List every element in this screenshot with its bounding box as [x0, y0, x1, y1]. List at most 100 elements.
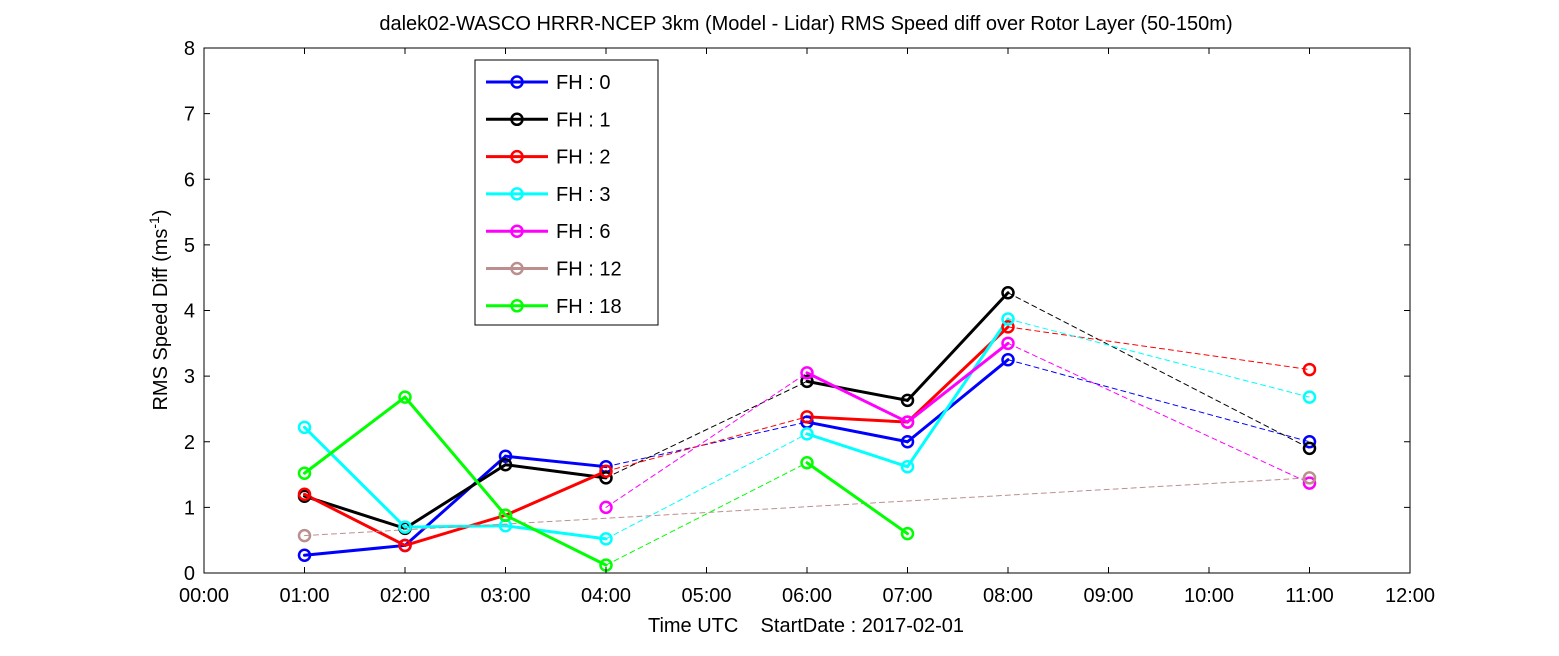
data-point-fh-0 [1302, 435, 1317, 449]
legend-label-fh-1: FH : 1 [556, 109, 610, 131]
x-tick-label: 11:00 [1285, 585, 1334, 607]
x-tick-label: 06:00 [782, 585, 832, 607]
series-line-segment-fh-1 [605, 380, 808, 479]
series-line-segment-fh-1 [403, 463, 507, 530]
data-point-fh-18 [297, 466, 312, 480]
data-point-fh-3 [398, 520, 412, 534]
data-point-fh-3 [1001, 312, 1015, 326]
data-point-fh-3 [599, 532, 613, 546]
series-line-segment-fh-2 [403, 513, 507, 547]
data-point-fh-2 [1302, 362, 1317, 377]
data-point-fh-1 [1001, 286, 1015, 300]
data-point-fh-0 [498, 449, 513, 463]
data-point-fh-3 [1302, 390, 1317, 404]
series-line-segment-fh-12 [304, 477, 1310, 537]
x-tick-label: 12:00 [1385, 585, 1435, 607]
legend-label-fh-6: FH : 6 [556, 221, 610, 243]
series-line-segment-fh-1 [805, 379, 909, 402]
data-point-fh-3 [297, 420, 312, 435]
data-point-fh-0 [900, 435, 915, 449]
data-point-fh-3 [800, 427, 814, 441]
series-line-segment-fh-3 [504, 524, 608, 541]
series-line-segment-fh-1 [504, 463, 608, 480]
series-line-segment-fh-0 [1007, 359, 1310, 443]
data-point-fh-2 [297, 487, 312, 501]
x-tick-label: 10:00 [1184, 585, 1234, 607]
series-line-segment-fh-0 [403, 454, 507, 547]
series-line-segment-fh-3 [1007, 318, 1310, 398]
series-line-segment-fh-0 [805, 420, 909, 444]
x-axis-ticks: 00:00 01:00 02:00 03:00 04:00 05:00 06:00 07:00… [179, 48, 1435, 607]
series-line-segment-fh-3 [805, 432, 909, 469]
legend-label-fh-2: FH : 2 [556, 147, 610, 169]
data-point-fh-18 [498, 508, 513, 522]
series-line-segment-fh-2 [303, 492, 407, 547]
data-point-fh-6 [1302, 476, 1317, 490]
y-axis-label-close: ) [150, 209, 172, 216]
y-tick-label: 4 [184, 301, 195, 323]
series-line-segment-fh-18 [504, 513, 608, 567]
legend-label-fh-3: FH : 3 [556, 184, 610, 206]
legend-marker-fh-3 [510, 187, 524, 201]
plot-lines [303, 291, 1310, 567]
x-tick-label: 08:00 [983, 585, 1033, 607]
data-point-fh-1 [1302, 441, 1317, 456]
series-line-segment-fh-18 [403, 395, 507, 517]
y-tick-label: 5 [184, 235, 195, 257]
x-tick-label: 03:00 [480, 585, 530, 607]
series-line-segment-fh-3 [403, 524, 507, 529]
data-point-fh-2 [800, 410, 814, 424]
y-tick-label: 2 [184, 432, 195, 454]
data-point-fh-2 [398, 538, 412, 553]
data-point-fh-0 [297, 548, 312, 563]
series-line-segment-fh-0 [906, 358, 1010, 444]
data-point-fh-6 [1001, 336, 1015, 351]
series-line-segment-fh-3 [605, 433, 808, 540]
data-point-fh-1 [800, 374, 814, 389]
series-line-segment-fh-2 [605, 416, 808, 472]
data-point-fh-6 [599, 500, 613, 515]
plot-markers [297, 286, 1317, 572]
series-line-segment-fh-3 [906, 317, 1010, 469]
legend-marker-fh-0 [510, 75, 524, 89]
series-line-segment-fh-18 [805, 461, 909, 536]
x-tick-label: 02:00 [380, 585, 430, 607]
data-point-fh-1 [498, 457, 513, 472]
series-line-segment-fh-0 [504, 454, 608, 469]
y-tick-label: 0 [184, 563, 195, 585]
legend-marker-fh-2 [510, 149, 524, 164]
data-point-fh-1 [599, 471, 613, 485]
y-tick-label: 1 [184, 497, 195, 519]
series-line-segment-fh-18 [303, 395, 407, 475]
y-axis-label-text: RMS Speed Diff (ms [150, 229, 172, 411]
data-point-fh-12 [1302, 471, 1317, 485]
data-point-fh-2 [599, 464, 613, 479]
series-line-segment-fh-1 [1007, 292, 1310, 449]
series-line-segment-fh-6 [1007, 342, 1310, 484]
legend-marker-fh-18 [510, 299, 524, 313]
x-tick-label: 05:00 [681, 585, 731, 607]
series-line-segment-fh-3 [303, 425, 407, 529]
legend-label-fh-0: FH : 0 [556, 72, 610, 94]
data-point-fh-18 [398, 390, 412, 404]
x-tick-label: 04:00 [581, 585, 631, 607]
y-tick-label: 8 [184, 38, 195, 60]
series-line-segment-fh-2 [1007, 326, 1310, 371]
y-axis-label: RMS Speed Diff (ms-1) [146, 209, 172, 410]
legend: FH : 0 FH : 1 FH : 2 FH : 3 FH : 6 FH : 12 FH … [474, 59, 659, 326]
series-line-segment-fh-1 [906, 291, 1010, 402]
chart-title: dalek02-WASCO HRRR-NCEP 3km (Model - Lid… [379, 13, 1232, 35]
x-tick-label: 07:00 [882, 585, 932, 607]
series-line-segment-fh-2 [504, 469, 608, 517]
series-line-segment-fh-6 [805, 371, 909, 424]
legend-label-fh-18: FH : 18 [556, 296, 622, 318]
data-point-fh-18 [900, 526, 915, 541]
x-tick-label: 09:00 [1083, 585, 1133, 607]
x-axis-label: Time UTC StartDate : 2017-02-01 [648, 615, 964, 637]
data-point-fh-18 [800, 456, 814, 470]
series-line-segment-fh-6 [605, 372, 808, 508]
y-tick-label: 7 [184, 104, 195, 126]
legend-label-fh-12: FH : 12 [556, 259, 622, 281]
x-tick-label: 01:00 [279, 585, 329, 607]
